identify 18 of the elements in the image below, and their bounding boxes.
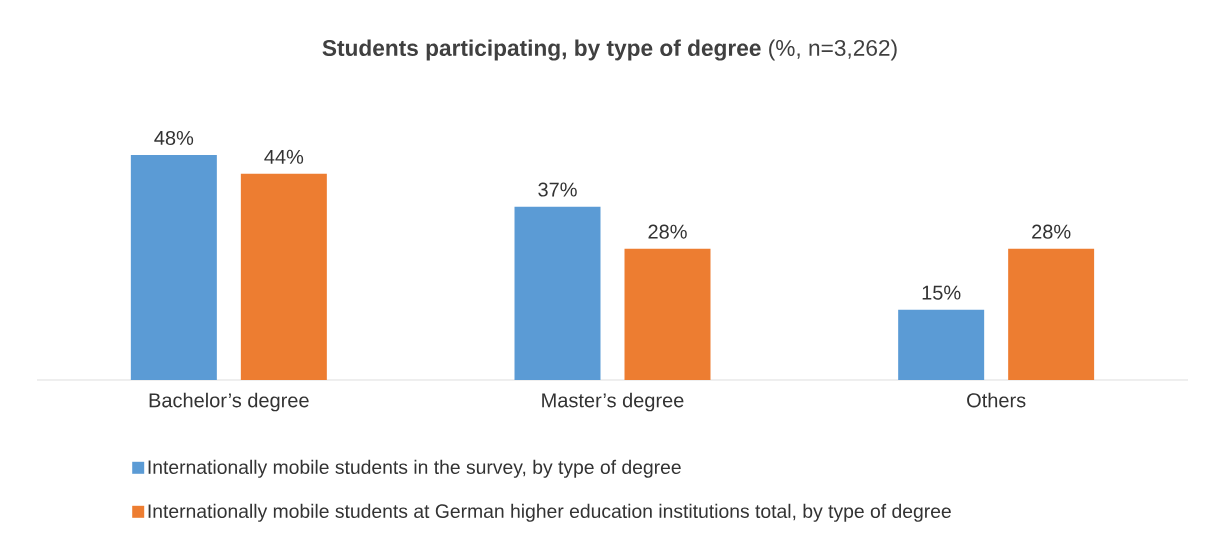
data-label: 28%: [1032, 224, 1071, 239]
bar: [1008, 248, 1095, 380]
bar: [130, 155, 217, 380]
bar: [898, 309, 985, 380]
data-label: 37%: [538, 182, 577, 197]
legend-label: Internationally mobile students at German higher education institutions total, by type of degree: [148, 503, 951, 522]
data-label: 28%: [648, 224, 687, 239]
bar: [514, 206, 601, 380]
bar: [240, 173, 327, 380]
data-label: 48%: [154, 130, 194, 146]
data-label: 15%: [922, 285, 961, 300]
legend-label: Internationally mobile students in the survey, by type of degree: [148, 459, 681, 478]
chart-title: Students participating, by type of degree (%, n=3,262): [322, 39, 897, 61]
data-label: 44%: [264, 149, 304, 164]
bar: [624, 248, 711, 380]
x-tick-label: Master’s degree: [542, 392, 684, 412]
x-tick-label: Others: [967, 392, 1026, 408]
x-tick-label: Bachelor’s degree: [149, 392, 309, 412]
